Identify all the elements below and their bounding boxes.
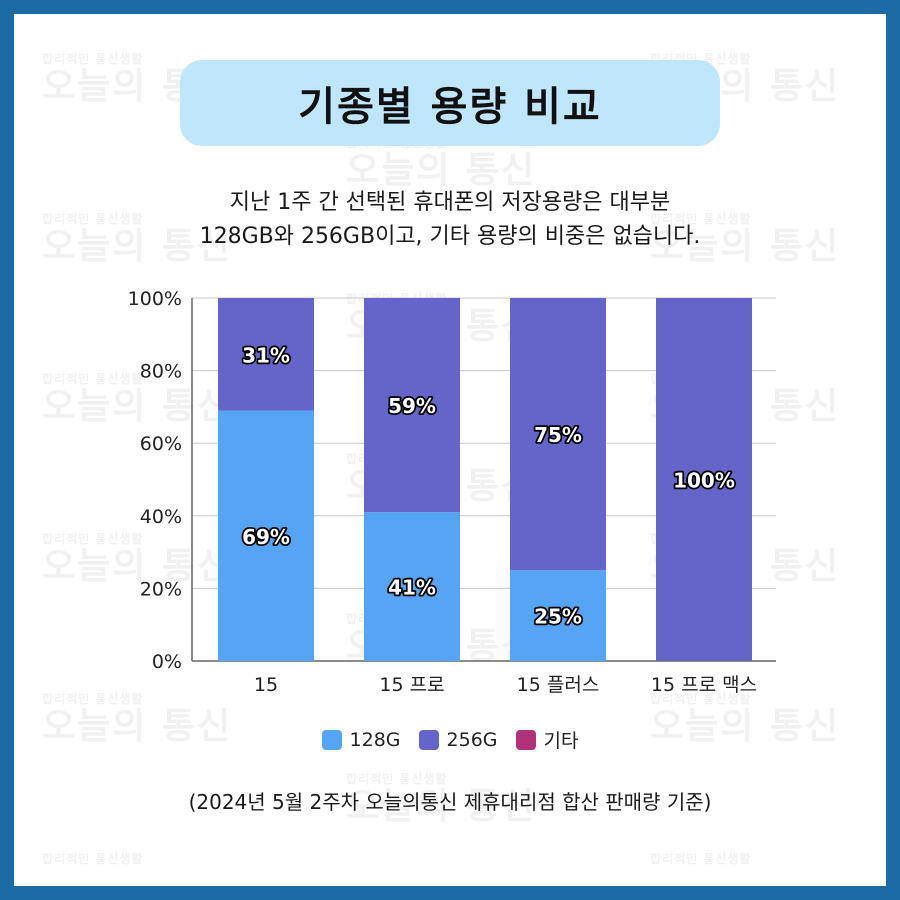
y-tick-label: 80% bbox=[140, 361, 182, 383]
bar-segment bbox=[364, 298, 460, 513]
data-label: 69% bbox=[242, 525, 290, 549]
bar-segment bbox=[510, 570, 606, 661]
legend-label-128g: 128G bbox=[349, 728, 401, 751]
legend-swatch-other bbox=[515, 729, 536, 750]
description-line-1: 지난 1주 간 선택된 휴대폰의 저장용량은 대부분 bbox=[229, 190, 671, 215]
x-tick-label: 15 플러스 bbox=[517, 674, 600, 696]
bar-segment bbox=[656, 298, 752, 661]
y-tick-label: 0% bbox=[152, 651, 182, 673]
watermark: 합리적인 통신생활 bbox=[650, 852, 752, 866]
y-tick-label: 100% bbox=[128, 288, 182, 310]
x-tick-label: 15 프로 맥스 bbox=[651, 674, 757, 696]
title-banner: 기종별 용량 비교 bbox=[180, 60, 720, 146]
bar-segment bbox=[364, 512, 460, 661]
description-line-2: 128GB와 256GB이고, 기타 용량의 비중은 없습니다. bbox=[199, 224, 701, 249]
data-label: 41% bbox=[388, 576, 436, 600]
legend-swatch-128g bbox=[321, 729, 342, 750]
y-tick-label: 60% bbox=[140, 433, 182, 455]
y-tick-label: 40% bbox=[140, 506, 182, 528]
bar-segment bbox=[218, 298, 314, 411]
legend-item-256g: 256G bbox=[418, 726, 498, 753]
data-label: 25% bbox=[534, 605, 582, 629]
legend-label-other: 기타 bbox=[543, 730, 579, 752]
chart-description: 지난 1주 간 선택된 휴대폰의 저장용량은 대부분 128GB와 256GB이… bbox=[74, 186, 826, 254]
x-tick-label: 15 bbox=[254, 674, 278, 696]
x-tick-label: 15 프로 bbox=[379, 674, 444, 696]
chart-legend: 128G 256G 기타 bbox=[14, 726, 886, 753]
data-label: 75% bbox=[534, 423, 582, 447]
data-label: 100% bbox=[673, 469, 735, 493]
y-tick-label: 20% bbox=[140, 578, 182, 600]
watermark: 합리적인 통신생활 bbox=[42, 852, 144, 866]
data-label: 31% bbox=[242, 343, 290, 367]
legend-swatch-256g bbox=[418, 729, 439, 750]
data-label: 59% bbox=[388, 394, 436, 418]
bar-segment bbox=[510, 298, 606, 571]
legend-label-256g: 256G bbox=[446, 728, 498, 751]
bar-segment bbox=[218, 410, 314, 661]
page-title: 기종별 용량 비교 bbox=[298, 84, 602, 130]
legend-item-128g: 128G bbox=[321, 726, 401, 753]
stacked-bar-chart: 0% 20% 40% 60% 80% 100% 69% 31% 15 41% 59% 15 프로 25%… bbox=[128, 288, 776, 696]
legend-item-other: 기타 bbox=[515, 726, 579, 753]
footnote: (2024년 5월 2주차 오늘의통신 제휴대리점 합산 판매량 기준) bbox=[188, 790, 712, 814]
